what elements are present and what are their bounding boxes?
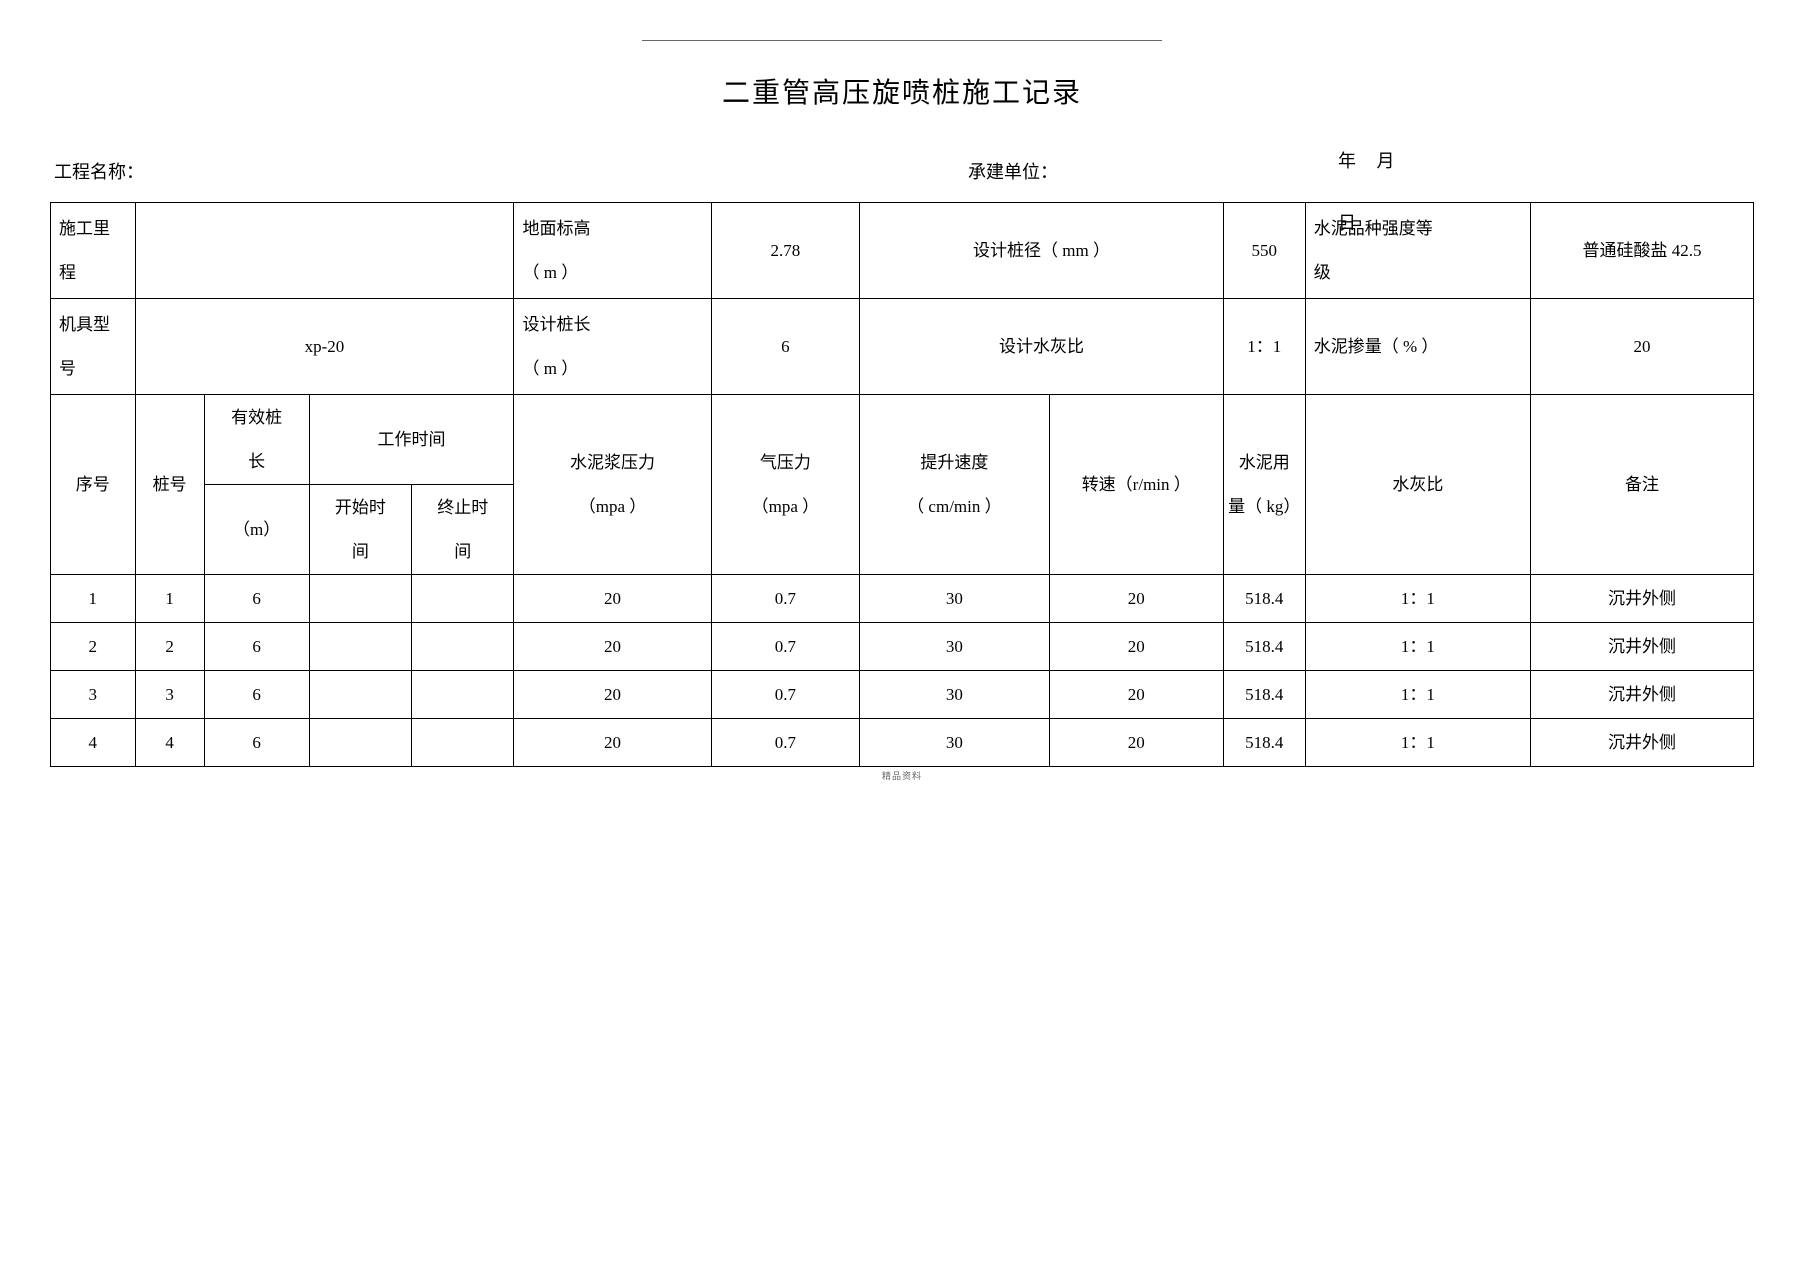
cell-pile: 2 [135, 623, 204, 671]
year-month-label: 年 月 [1338, 151, 1403, 173]
cell-rpm: 20 [1049, 575, 1223, 623]
cell-start [309, 575, 411, 623]
cell-end [412, 671, 514, 719]
footer-text: 精品资料 [50, 769, 1754, 782]
cell-rpm: 20 [1049, 671, 1223, 719]
col-header: 开始时间 [309, 485, 411, 575]
cell-cement: 518.4 [1223, 575, 1305, 623]
col-header: 气压力（mpa ） [711, 395, 860, 575]
info-cell: 机具型号 [51, 299, 136, 395]
col-header: 备注 [1531, 395, 1754, 575]
cell-remark: 沉井外侧 [1531, 575, 1754, 623]
cell-cement: 518.4 [1223, 623, 1305, 671]
cell-rpm: 20 [1049, 623, 1223, 671]
record-table: 施工里程 地面标高（ m ） 2.78 设计桩径（ mm ） 550 水泥品种强… [50, 202, 1754, 767]
col-header: 终止时间 [412, 485, 514, 575]
cell-seq: 4 [51, 719, 136, 767]
table-row: 4 4 6 20 0.7 30 20 518.4 1：1 沉井外侧 [51, 719, 1754, 767]
info-cell: 普通硅酸盐 42.5 [1531, 203, 1754, 299]
cell-lift: 30 [860, 671, 1050, 719]
cell-wc: 1：1 [1305, 623, 1530, 671]
cell-wc: 1：1 [1305, 719, 1530, 767]
info-cell: 设计桩长（ m ） [514, 299, 711, 395]
cell-len: 6 [204, 623, 309, 671]
cell-remark: 沉井外侧 [1531, 671, 1754, 719]
header-rule [642, 40, 1162, 41]
cell-cement: 518.4 [1223, 719, 1305, 767]
info-cell: xp-20 [135, 299, 514, 395]
cell-end [412, 719, 514, 767]
col-header: 提升速度（ cm/min ） [860, 395, 1050, 575]
page-title: 二重管高压旋喷桩施工记录 [50, 71, 1754, 111]
info-cell: 施工里程 [51, 203, 136, 299]
cell-len: 6 [204, 671, 309, 719]
col-header: 水泥用量（ kg） [1223, 395, 1305, 575]
cell-end [412, 575, 514, 623]
col-header: （m） [204, 485, 309, 575]
cell-len: 6 [204, 575, 309, 623]
cell-slurry: 20 [514, 671, 711, 719]
cell-seq: 1 [51, 575, 136, 623]
cell-start [309, 671, 411, 719]
cell-air: 0.7 [711, 623, 860, 671]
table-row: 3 3 6 20 0.7 30 20 518.4 1：1 沉井外侧 [51, 671, 1754, 719]
info-row-2: 机具型号 xp-20 设计桩长（ m ） 6 设计水灰比 1：1 水泥掺量（ %… [51, 299, 1754, 395]
cell-end [412, 623, 514, 671]
table-row: 1 1 6 20 0.7 30 20 518.4 1：1 沉井外侧 [51, 575, 1754, 623]
col-header: 序号 [51, 395, 136, 575]
cell-pile: 4 [135, 719, 204, 767]
info-cell: 设计桩径（ mm ） [860, 203, 1224, 299]
cell-seq: 2 [51, 623, 136, 671]
col-header: 转速（r/min ） [1049, 395, 1223, 575]
contractor-label: 承建单位： [968, 151, 1058, 194]
day-label: 日 [1338, 213, 1403, 235]
col-header: 工作时间 [309, 395, 514, 485]
cell-slurry: 20 [514, 623, 711, 671]
info-cell [135, 203, 514, 299]
cell-remark: 沉井外侧 [1531, 719, 1754, 767]
cell-remark: 沉井外侧 [1531, 623, 1754, 671]
info-cell: 20 [1531, 299, 1754, 395]
cell-wc: 1：1 [1305, 671, 1530, 719]
cell-air: 0.7 [711, 719, 860, 767]
cell-wc: 1：1 [1305, 575, 1530, 623]
info-cell: 设计水灰比 [860, 299, 1224, 395]
cell-cement: 518.4 [1223, 671, 1305, 719]
cell-lift: 30 [860, 719, 1050, 767]
cell-pile: 1 [135, 575, 204, 623]
cell-seq: 3 [51, 671, 136, 719]
cell-lift: 30 [860, 623, 1050, 671]
cell-slurry: 20 [514, 575, 711, 623]
cell-slurry: 20 [514, 719, 711, 767]
info-cell: 2.78 [711, 203, 860, 299]
meta-row: 工程名称： 承建单位： 年 月 日 [50, 151, 1754, 194]
info-cell: 1：1 [1223, 299, 1305, 395]
info-cell: 地面标高（ m ） [514, 203, 711, 299]
cell-rpm: 20 [1049, 719, 1223, 767]
cell-start [309, 719, 411, 767]
cell-start [309, 623, 411, 671]
cell-air: 0.7 [711, 671, 860, 719]
col-header: 水灰比 [1305, 395, 1530, 575]
info-cell: 水泥掺量（ % ） [1305, 299, 1530, 395]
project-label: 工程名称： [50, 151, 144, 194]
info-row-1: 施工里程 地面标高（ m ） 2.78 设计桩径（ mm ） 550 水泥品种强… [51, 203, 1754, 299]
table-row: 2 2 6 20 0.7 30 20 518.4 1：1 沉井外侧 [51, 623, 1754, 671]
cell-pile: 3 [135, 671, 204, 719]
date-block: 年 月 日 [1338, 151, 1403, 234]
column-header-row-1: 序号 桩号 有效桩长 工作时间 水泥浆压力（mpa ） 气压力（mpa ） 提升… [51, 395, 1754, 485]
cell-len: 6 [204, 719, 309, 767]
info-cell: 550 [1223, 203, 1305, 299]
col-header: 有效桩长 [204, 395, 309, 485]
cell-lift: 30 [860, 575, 1050, 623]
col-header: 水泥浆压力（mpa ） [514, 395, 711, 575]
info-cell: 6 [711, 299, 860, 395]
cell-air: 0.7 [711, 575, 860, 623]
col-header: 桩号 [135, 395, 204, 575]
